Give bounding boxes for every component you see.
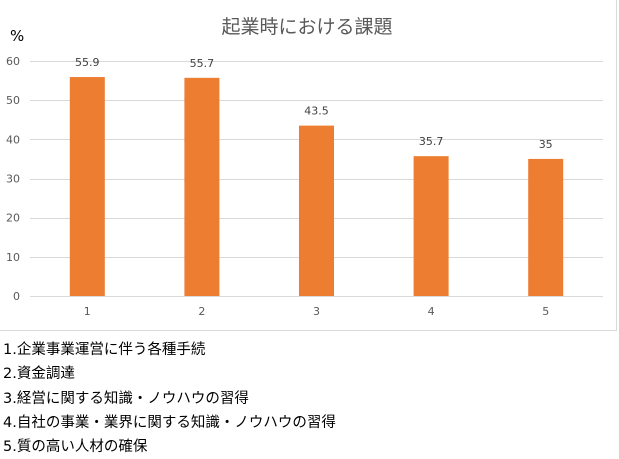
data-label: 55.7 bbox=[190, 57, 215, 70]
data-label: 35.7 bbox=[419, 135, 444, 148]
y-axis-unit-label: % bbox=[10, 27, 24, 45]
chart-title: 起業時における課題 bbox=[221, 16, 392, 38]
x-tick-label: 1 bbox=[84, 305, 91, 318]
x-tick-label: 2 bbox=[198, 305, 205, 318]
data-labels: 55.9 55.7 43.5 35.7 35 bbox=[75, 56, 553, 151]
note-item: 5.質の高い人材の確保 bbox=[3, 439, 148, 456]
y-tick-label: 20 bbox=[6, 212, 20, 225]
y-tick-label: 60 bbox=[6, 55, 20, 68]
x-tick-label: 3 bbox=[313, 305, 320, 318]
bar bbox=[413, 156, 449, 296]
bar bbox=[69, 77, 105, 296]
note-item: 2.資金調達 bbox=[3, 366, 75, 383]
y-tick-label: 0 bbox=[13, 290, 20, 303]
y-tick-label: 40 bbox=[6, 133, 20, 146]
category-legend-notes: 1.企業事業運営に伴う各種手続 2.資金調達 3.経営に関する知識・ノウハウの習… bbox=[3, 338, 336, 459]
x-tick-label: 4 bbox=[428, 305, 435, 318]
note-item: 4.自社の事業・業界に関する知識・ノウハウの習得 bbox=[3, 414, 336, 431]
data-label: 55.9 bbox=[75, 56, 100, 69]
x-tick-label: 5 bbox=[542, 305, 549, 318]
bar bbox=[528, 158, 564, 296]
bar bbox=[184, 77, 220, 296]
note-item: 3.経営に関する知識・ノウハウの習得 bbox=[3, 390, 249, 407]
y-tick-label: 50 bbox=[6, 94, 20, 107]
y-tick-label: 10 bbox=[6, 251, 20, 264]
bars bbox=[69, 77, 564, 296]
data-label: 43.5 bbox=[304, 105, 329, 118]
x-axis-ticks: 1 2 3 4 5 bbox=[84, 305, 549, 318]
bar bbox=[299, 125, 334, 296]
data-label: 35 bbox=[539, 138, 553, 151]
y-tick-label: 30 bbox=[6, 173, 20, 186]
chart-frame bbox=[0, 0, 617, 331]
note-item: 1.企業事業運営に伴う各種手続 bbox=[3, 342, 206, 358]
y-axis-ticks: 0 10 20 30 40 50 60 bbox=[6, 55, 20, 303]
